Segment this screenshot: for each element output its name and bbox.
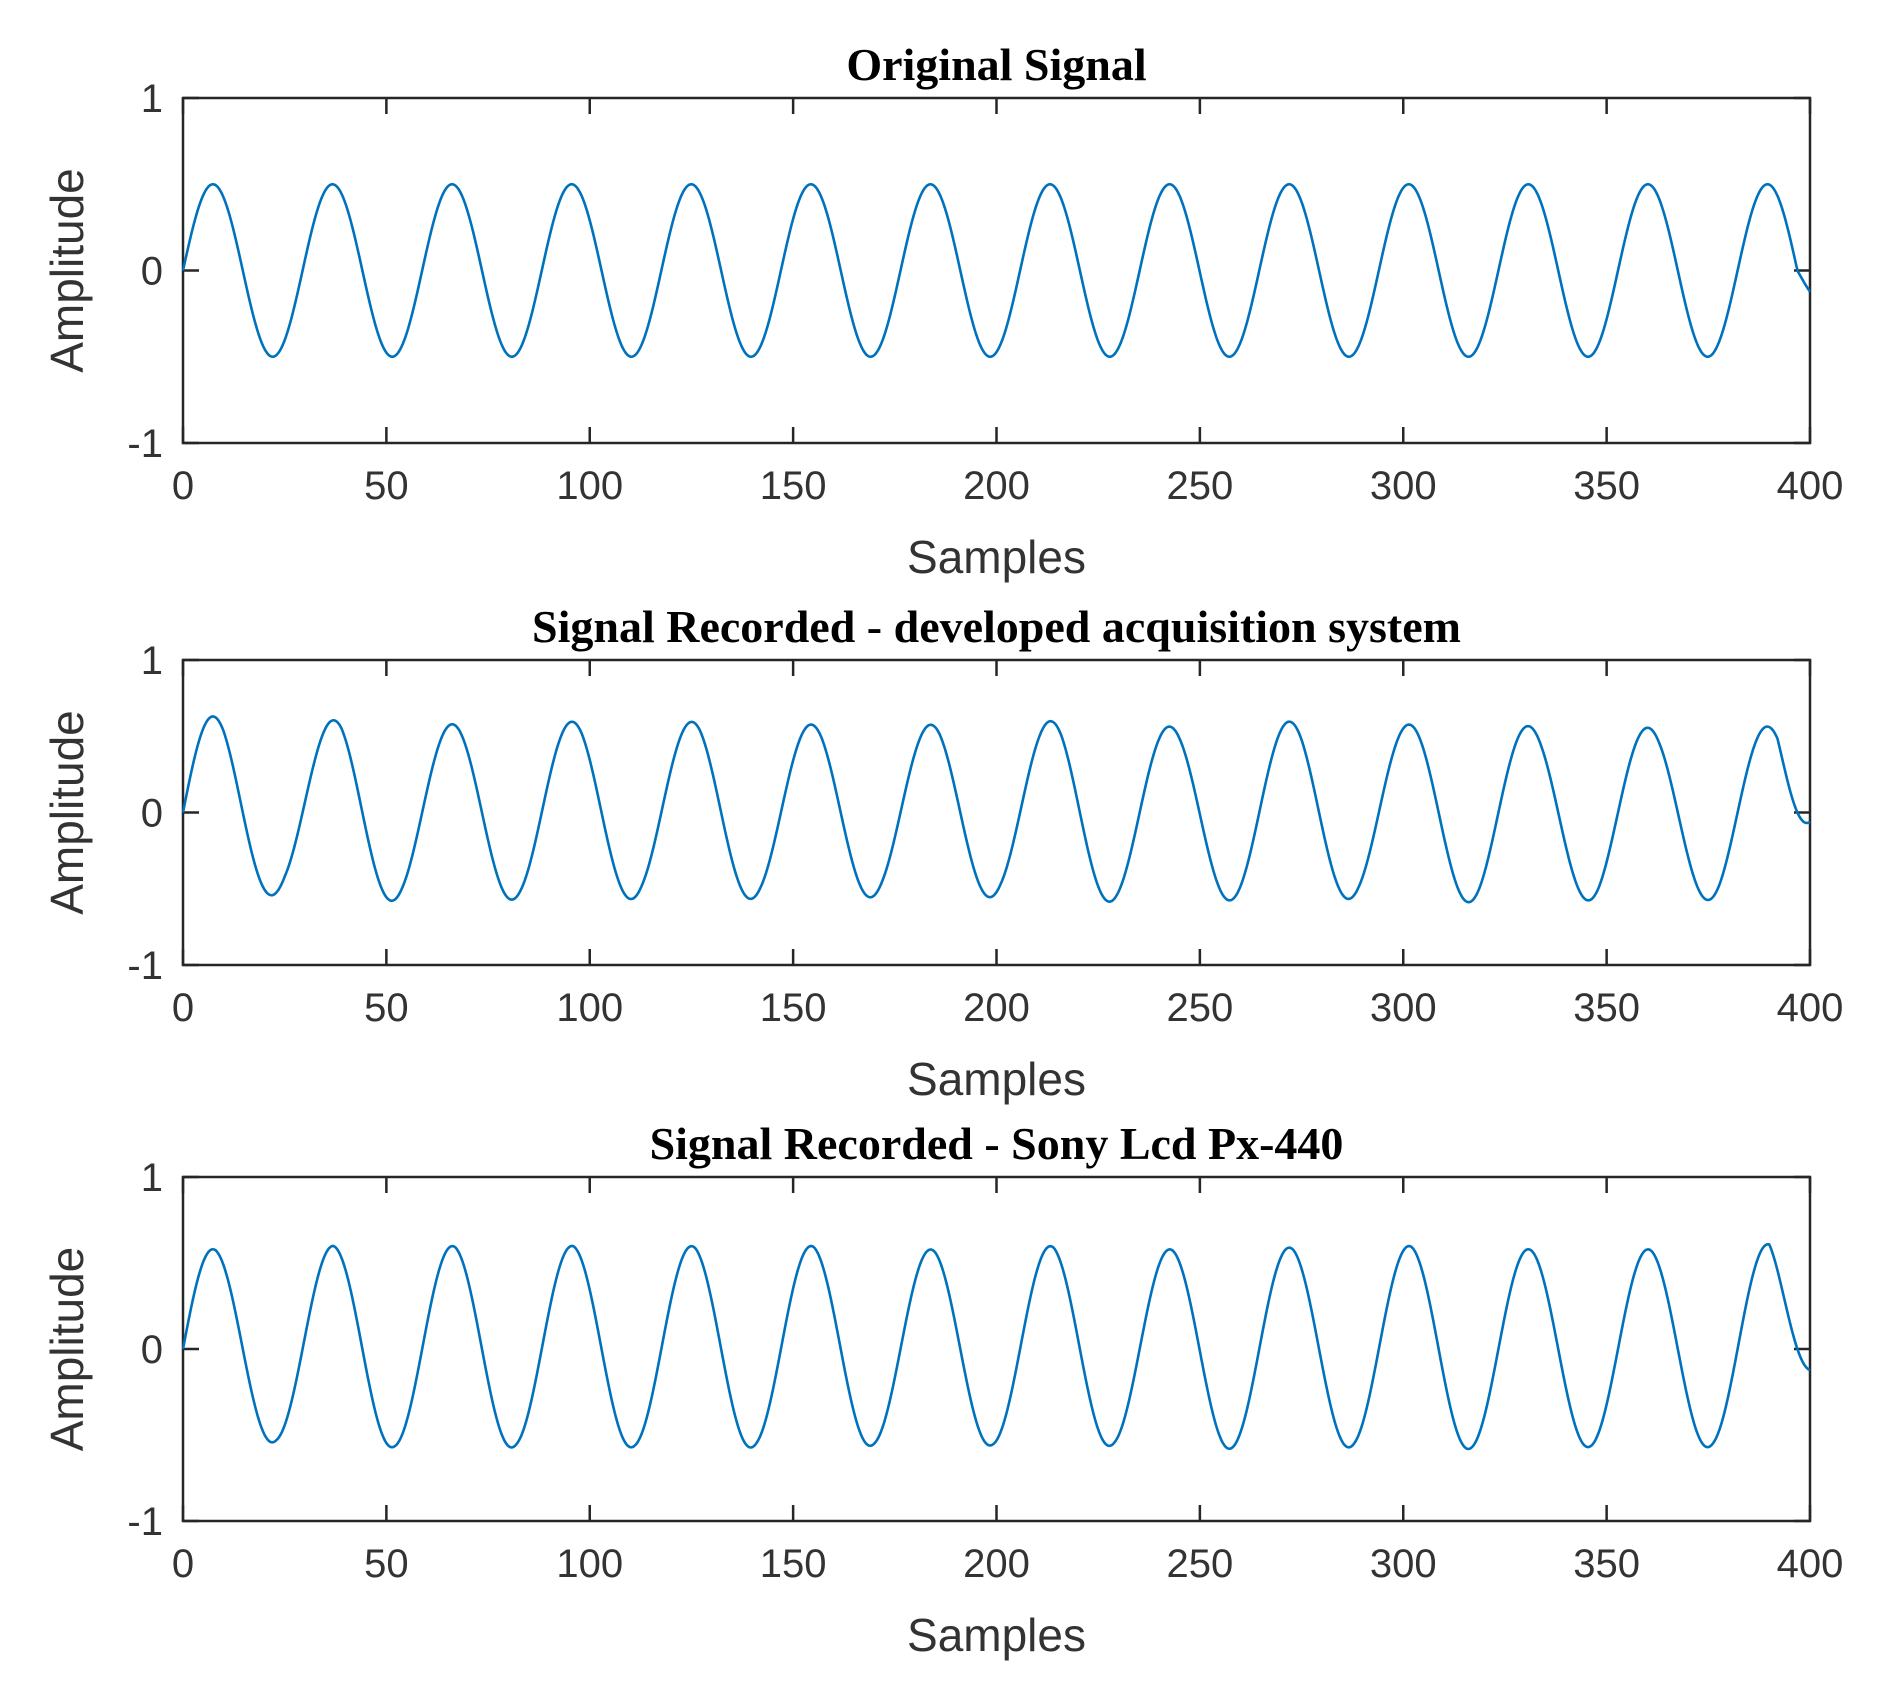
- plot-frame: [181, 658, 1812, 967]
- x-tick-label: 400: [1777, 1542, 1844, 1586]
- x-tick-label: 150: [760, 986, 827, 1030]
- y-tick-label: 1: [141, 639, 163, 683]
- x-tick-label: 300: [1370, 464, 1437, 508]
- series-line: [181, 182, 1812, 359]
- plot-frame: [181, 1175, 1812, 1523]
- y-axis-label: Amplitude: [41, 168, 93, 373]
- x-tick-label: 300: [1370, 986, 1437, 1030]
- x-tick-label: 100: [556, 986, 623, 1030]
- y-tick-label: -1: [127, 944, 163, 988]
- y-tick-label: -1: [127, 422, 163, 466]
- x-tick-label: 50: [364, 986, 409, 1030]
- x-tick-label: 50: [364, 464, 409, 508]
- x-tick-label: 0: [172, 986, 194, 1030]
- chart-title: Signal Recorded - Sony Lcd Px-440: [650, 1118, 1344, 1169]
- x-tick-label: 400: [1777, 986, 1844, 1030]
- y-tick-label: 0: [141, 792, 163, 836]
- y-axis: -1 0 1: [127, 1156, 1810, 1544]
- x-tick-label: 350: [1573, 1542, 1640, 1586]
- x-tick-label: 150: [760, 464, 827, 508]
- subplot-original-signal: Original Signal 0 50 100 150 200 250 300 350 400…: [41, 39, 1843, 583]
- x-tick-label: 250: [1167, 464, 1234, 508]
- y-axis: -1 0 1: [127, 639, 1810, 988]
- x-axis-label: Samples: [907, 531, 1086, 583]
- x-tick-label: 0: [172, 464, 194, 508]
- x-tick-label: 50: [364, 1542, 409, 1586]
- y-axis-label: Amplitude: [41, 1247, 93, 1452]
- y-tick-label: 1: [141, 1156, 163, 1200]
- x-tick-label: 200: [963, 1542, 1030, 1586]
- x-tick-label: 200: [963, 464, 1030, 508]
- series-line: [181, 1242, 1811, 1451]
- x-tick-label: 100: [556, 1542, 623, 1586]
- series-line: [181, 715, 1811, 904]
- plot-frame: [181, 96, 1812, 445]
- x-axis: 0 50 100 150 200 250 300 350 400: [172, 660, 1844, 1030]
- y-tick-label: 0: [141, 1328, 163, 1372]
- chart-title: Signal Recorded - developed acquisition …: [532, 601, 1461, 652]
- x-axis: 0 50 100 150 200 250 300 350 400: [172, 98, 1844, 508]
- x-tick-label: 100: [556, 464, 623, 508]
- x-tick-label: 0: [172, 1542, 194, 1586]
- x-tick-label: 250: [1167, 986, 1234, 1030]
- subplot-sony-lcd-px-440: Signal Recorded - Sony Lcd Px-440 0 50 100…: [41, 1118, 1843, 1661]
- y-axis-label: Amplitude: [41, 710, 93, 915]
- x-axis: 0 50 100 150 200 250 300 350 400: [172, 1177, 1844, 1586]
- x-axis-label: Samples: [907, 1609, 1086, 1661]
- x-tick-label: 400: [1777, 464, 1844, 508]
- x-tick-label: 300: [1370, 1542, 1437, 1586]
- y-tick-label: -1: [127, 1500, 163, 1544]
- y-tick-label: 0: [141, 250, 163, 294]
- y-tick-label: 1: [141, 77, 163, 121]
- x-tick-label: 150: [760, 1542, 827, 1586]
- x-axis-label: Samples: [907, 1053, 1086, 1105]
- x-tick-label: 350: [1573, 464, 1640, 508]
- subplot-developed-acquisition-system: Signal Recorded - developed acquisition …: [41, 601, 1843, 1105]
- x-tick-label: 350: [1573, 986, 1640, 1030]
- x-tick-label: 250: [1167, 1542, 1234, 1586]
- chart-title: Original Signal: [846, 39, 1146, 90]
- x-tick-label: 200: [963, 986, 1030, 1030]
